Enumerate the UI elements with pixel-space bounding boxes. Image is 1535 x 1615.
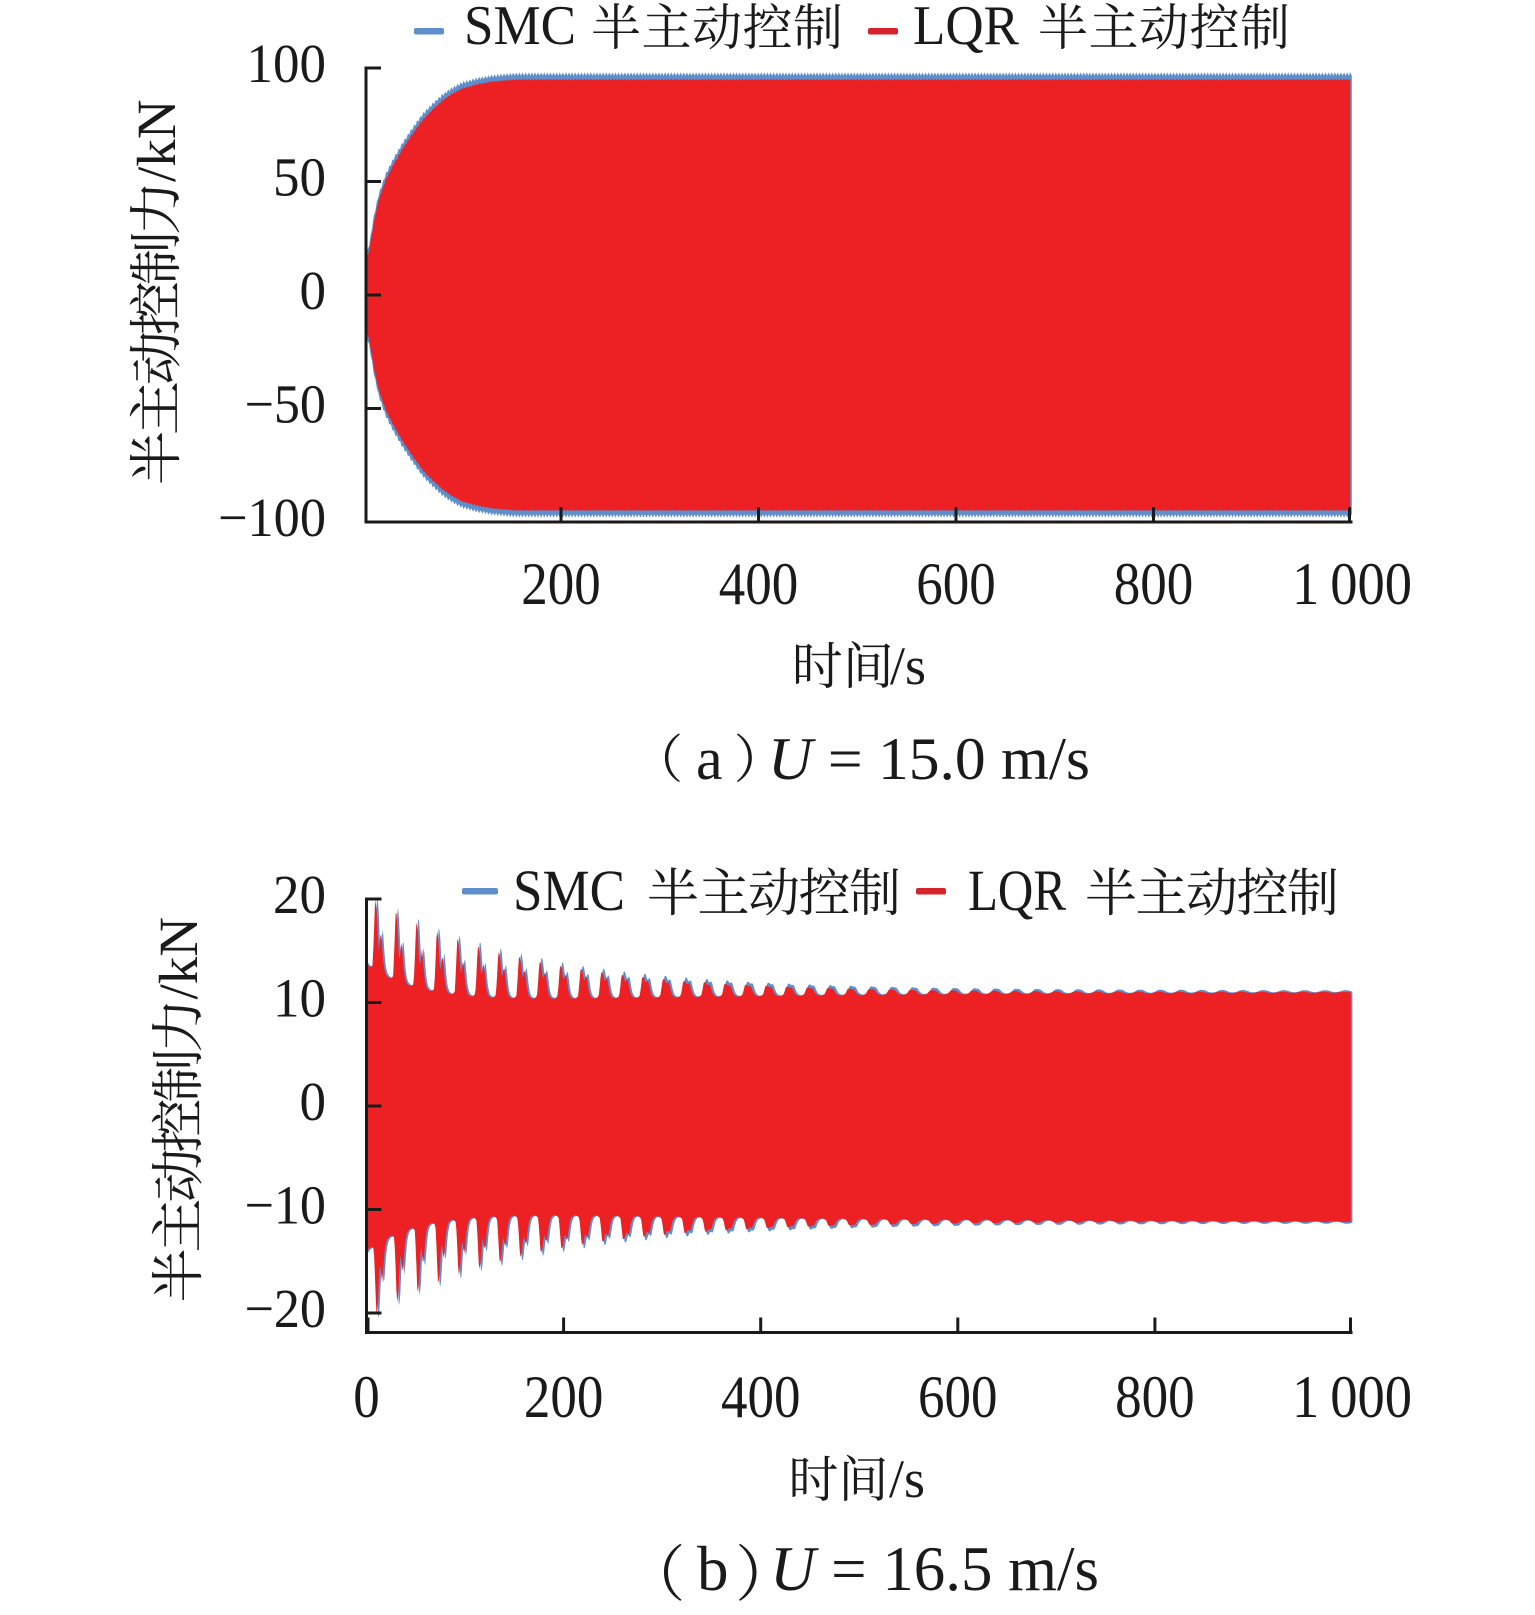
svg-text:−10: −10 (245, 1175, 327, 1236)
svg-text:100: 100 (247, 33, 327, 94)
svg-text:10: 10 (273, 968, 326, 1029)
svg-text:b: b (697, 1534, 729, 1604)
svg-text:0: 0 (300, 260, 327, 321)
svg-text:−100: −100 (218, 487, 326, 548)
svg-text:/s: /s (889, 1449, 925, 1509)
svg-text:/kN: /kN (126, 100, 187, 183)
svg-text:800: 800 (1115, 1364, 1195, 1430)
svg-text:a: a (696, 726, 723, 792)
svg-text:20: 20 (273, 864, 326, 925)
svg-text:−50: −50 (245, 374, 327, 435)
svg-text:200: 200 (524, 1364, 604, 1430)
svg-text:50: 50 (273, 147, 326, 208)
svg-text:600: 600 (918, 1364, 998, 1430)
svg-text:LQR: LQR (913, 0, 1020, 57)
svg-text:400: 400 (719, 551, 799, 617)
svg-text:200: 200 (521, 551, 601, 617)
svg-text:1 000: 1 000 (1292, 551, 1412, 617)
svg-text:0: 0 (353, 1364, 380, 1430)
svg-text:/s: /s (890, 636, 926, 696)
svg-text:0: 0 (300, 1071, 327, 1132)
svg-text:U = 15.0 m/s: U = 15.0 m/s (768, 726, 1090, 792)
svg-text:−20: −20 (245, 1278, 327, 1339)
svg-text:LQR: LQR (968, 858, 1066, 923)
svg-text:SMC: SMC (513, 858, 625, 923)
svg-text:600: 600 (916, 551, 996, 617)
svg-text:400: 400 (721, 1364, 801, 1430)
svg-text:/kN: /kN (148, 917, 209, 1000)
svg-text:SMC: SMC (464, 0, 576, 57)
svg-text:800: 800 (1114, 551, 1194, 617)
svg-text:1 000: 1 000 (1292, 1364, 1412, 1430)
svg-text:U = 16.5 m/s: U = 16.5 m/s (770, 1534, 1099, 1604)
